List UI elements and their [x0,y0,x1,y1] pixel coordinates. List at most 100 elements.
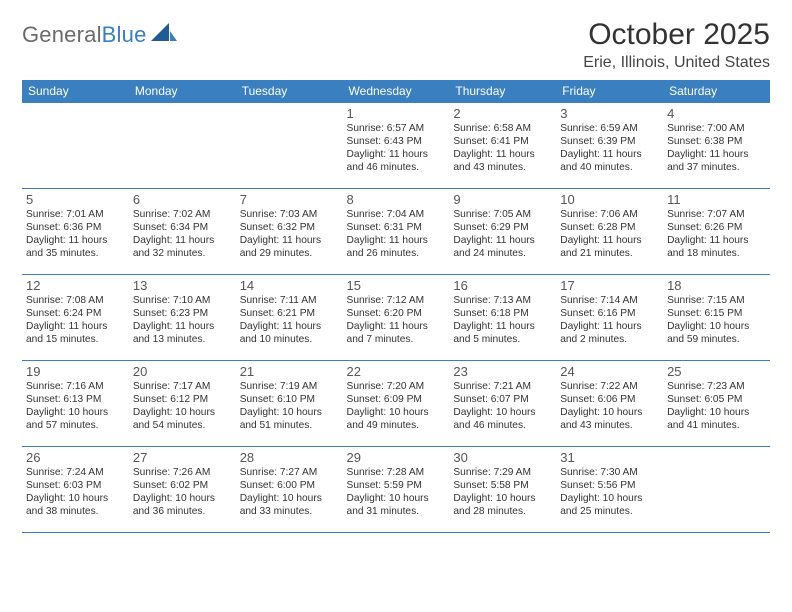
sunrise-line: Sunrise: 6:59 AM [560,122,659,135]
sunset-line: Sunset: 5:56 PM [560,479,659,492]
daylight-line: Daylight: 11 hours and 15 minutes. [26,320,125,346]
day-info: Sunrise: 7:20 AMSunset: 6:09 PMDaylight:… [347,380,446,432]
sunset-line: Sunset: 5:58 PM [453,479,552,492]
day-number: 10 [560,192,659,207]
calendar-week: 12Sunrise: 7:08 AMSunset: 6:24 PMDayligh… [22,275,770,361]
sunset-line: Sunset: 6:24 PM [26,307,125,320]
day-number: 2 [453,106,552,121]
sunrise-line: Sunrise: 6:58 AM [453,122,552,135]
daylight-line: Daylight: 10 hours and 36 minutes. [133,492,232,518]
sunset-line: Sunset: 6:29 PM [453,221,552,234]
day-info: Sunrise: 7:29 AMSunset: 5:58 PMDaylight:… [453,466,552,518]
day-number: 21 [240,364,339,379]
calendar-day-empty [129,103,236,189]
sunset-line: Sunset: 6:20 PM [347,307,446,320]
day-header: Wednesday [343,80,450,103]
day-info: Sunrise: 7:19 AMSunset: 6:10 PMDaylight:… [240,380,339,432]
day-info: Sunrise: 7:22 AMSunset: 6:06 PMDaylight:… [560,380,659,432]
calendar-day: 8Sunrise: 7:04 AMSunset: 6:31 PMDaylight… [343,189,450,275]
day-number: 7 [240,192,339,207]
header: GeneralBlue October 2025 Erie, Illinois,… [22,18,770,72]
calendar-day-empty [22,103,129,189]
calendar-day-empty [236,103,343,189]
day-info: Sunrise: 7:02 AMSunset: 6:34 PMDaylight:… [133,208,232,260]
calendar-day: 12Sunrise: 7:08 AMSunset: 6:24 PMDayligh… [22,275,129,361]
calendar-day: 24Sunrise: 7:22 AMSunset: 6:06 PMDayligh… [556,361,663,447]
calendar-day: 27Sunrise: 7:26 AMSunset: 6:02 PMDayligh… [129,447,236,533]
sail-icon [151,23,177,48]
calendar-day: 11Sunrise: 7:07 AMSunset: 6:26 PMDayligh… [663,189,770,275]
sunrise-line: Sunrise: 7:07 AM [667,208,766,221]
daylight-line: Daylight: 10 hours and 43 minutes. [560,406,659,432]
calendar-day: 29Sunrise: 7:28 AMSunset: 5:59 PMDayligh… [343,447,450,533]
daylight-line: Daylight: 11 hours and 43 minutes. [453,148,552,174]
sunrise-line: Sunrise: 7:20 AM [347,380,446,393]
daylight-line: Daylight: 11 hours and 10 minutes. [240,320,339,346]
sunset-line: Sunset: 6:15 PM [667,307,766,320]
day-info: Sunrise: 7:24 AMSunset: 6:03 PMDaylight:… [26,466,125,518]
daylight-line: Daylight: 10 hours and 54 minutes. [133,406,232,432]
day-number: 28 [240,450,339,465]
calendar-day: 1Sunrise: 6:57 AMSunset: 6:43 PMDaylight… [343,103,450,189]
sunset-line: Sunset: 6:09 PM [347,393,446,406]
calendar-body: 1Sunrise: 6:57 AMSunset: 6:43 PMDaylight… [22,103,770,533]
title-block: October 2025 Erie, Illinois, United Stat… [583,18,770,72]
sunset-line: Sunset: 6:32 PM [240,221,339,234]
calendar-day: 23Sunrise: 7:21 AMSunset: 6:07 PMDayligh… [449,361,556,447]
calendar-day: 3Sunrise: 6:59 AMSunset: 6:39 PMDaylight… [556,103,663,189]
calendar-day: 25Sunrise: 7:23 AMSunset: 6:05 PMDayligh… [663,361,770,447]
sunset-line: Sunset: 6:43 PM [347,135,446,148]
sunset-line: Sunset: 6:03 PM [26,479,125,492]
daylight-line: Daylight: 10 hours and 51 minutes. [240,406,339,432]
logo-text: GeneralBlue [22,22,147,48]
day-info: Sunrise: 7:11 AMSunset: 6:21 PMDaylight:… [240,294,339,346]
sunrise-line: Sunrise: 7:13 AM [453,294,552,307]
sunset-line: Sunset: 6:36 PM [26,221,125,234]
day-number: 25 [667,364,766,379]
sunrise-line: Sunrise: 7:11 AM [240,294,339,307]
day-number: 16 [453,278,552,293]
day-number: 14 [240,278,339,293]
day-header: Tuesday [236,80,343,103]
calendar-page: GeneralBlue October 2025 Erie, Illinois,… [0,0,792,551]
calendar-day: 18Sunrise: 7:15 AMSunset: 6:15 PMDayligh… [663,275,770,361]
day-number: 6 [133,192,232,207]
sunset-line: Sunset: 6:23 PM [133,307,232,320]
calendar-head: SundayMondayTuesdayWednesdayThursdayFrid… [22,80,770,103]
daylight-line: Daylight: 10 hours and 28 minutes. [453,492,552,518]
sunrise-line: Sunrise: 7:12 AM [347,294,446,307]
day-info: Sunrise: 7:13 AMSunset: 6:18 PMDaylight:… [453,294,552,346]
daylight-line: Daylight: 11 hours and 18 minutes. [667,234,766,260]
day-info: Sunrise: 7:10 AMSunset: 6:23 PMDaylight:… [133,294,232,346]
day-number: 20 [133,364,232,379]
sunset-line: Sunset: 6:00 PM [240,479,339,492]
calendar-day: 21Sunrise: 7:19 AMSunset: 6:10 PMDayligh… [236,361,343,447]
day-number: 8 [347,192,446,207]
sunset-line: Sunset: 6:34 PM [133,221,232,234]
calendar-day: 17Sunrise: 7:14 AMSunset: 6:16 PMDayligh… [556,275,663,361]
sunrise-line: Sunrise: 7:04 AM [347,208,446,221]
day-info: Sunrise: 6:58 AMSunset: 6:41 PMDaylight:… [453,122,552,174]
day-info: Sunrise: 7:03 AMSunset: 6:32 PMDaylight:… [240,208,339,260]
sunset-line: Sunset: 6:02 PM [133,479,232,492]
daylight-line: Daylight: 11 hours and 24 minutes. [453,234,552,260]
sunrise-line: Sunrise: 7:06 AM [560,208,659,221]
sunrise-line: Sunrise: 7:03 AM [240,208,339,221]
calendar-day: 31Sunrise: 7:30 AMSunset: 5:56 PMDayligh… [556,447,663,533]
sunrise-line: Sunrise: 7:01 AM [26,208,125,221]
sunrise-line: Sunrise: 7:22 AM [560,380,659,393]
calendar-week: 26Sunrise: 7:24 AMSunset: 6:03 PMDayligh… [22,447,770,533]
sunrise-line: Sunrise: 7:26 AM [133,466,232,479]
sunrise-line: Sunrise: 7:10 AM [133,294,232,307]
day-number: 18 [667,278,766,293]
day-info: Sunrise: 7:15 AMSunset: 6:15 PMDaylight:… [667,294,766,346]
sunrise-line: Sunrise: 7:08 AM [26,294,125,307]
logo-word-general: General [22,22,102,47]
calendar-week: 19Sunrise: 7:16 AMSunset: 6:13 PMDayligh… [22,361,770,447]
daylight-line: Daylight: 10 hours and 31 minutes. [347,492,446,518]
day-header: Monday [129,80,236,103]
daylight-line: Daylight: 10 hours and 33 minutes. [240,492,339,518]
calendar-day: 15Sunrise: 7:12 AMSunset: 6:20 PMDayligh… [343,275,450,361]
sunrise-line: Sunrise: 7:24 AM [26,466,125,479]
day-info: Sunrise: 6:57 AMSunset: 6:43 PMDaylight:… [347,122,446,174]
